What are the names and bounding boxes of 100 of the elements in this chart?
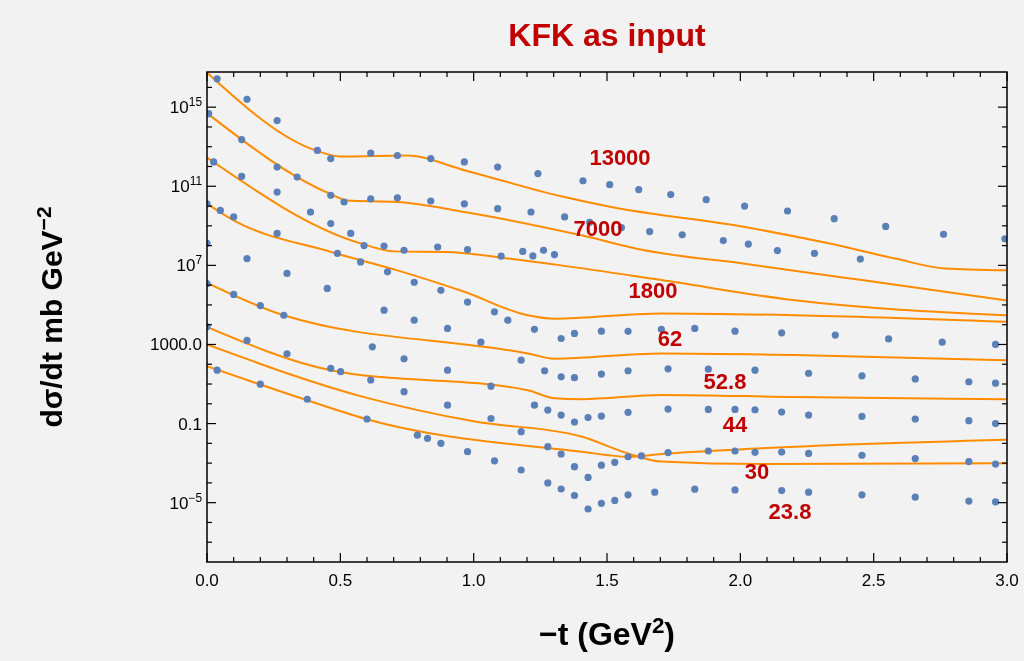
point (751, 366, 759, 374)
point (991, 460, 1000, 468)
point (965, 417, 973, 425)
point (691, 324, 699, 332)
point (778, 408, 786, 416)
point (597, 412, 605, 420)
point (624, 408, 632, 416)
point (635, 185, 643, 194)
point (327, 155, 335, 163)
y-tick-label: 0.1 (178, 414, 202, 434)
point (911, 375, 919, 383)
x-axis-title: −t (GeV$^{2}$) (538, 612, 676, 652)
point (557, 485, 565, 493)
point (210, 158, 218, 166)
point (230, 213, 238, 221)
point (273, 163, 281, 171)
y-tick-label: 10$^{11}$ (170, 174, 203, 197)
point (517, 466, 525, 474)
point (805, 488, 813, 496)
point (584, 505, 592, 513)
point (327, 364, 335, 372)
point (702, 196, 710, 204)
point (367, 376, 375, 384)
annotation: 23.8 (768, 498, 812, 524)
point (557, 334, 565, 343)
point (273, 188, 281, 196)
point (557, 450, 565, 458)
point (570, 374, 579, 382)
point (238, 135, 246, 144)
x-tick-label: 1.5 (595, 571, 619, 590)
point (517, 356, 525, 364)
point (584, 414, 592, 422)
point (831, 331, 839, 339)
point (691, 485, 699, 493)
point (858, 372, 866, 380)
point (704, 365, 712, 373)
point (805, 369, 813, 377)
point (460, 158, 468, 166)
chart-title: KFK as input (508, 17, 707, 53)
point (597, 499, 605, 507)
point (778, 486, 786, 495)
point (238, 172, 246, 180)
point (597, 461, 605, 469)
point (991, 379, 1000, 387)
y-tick-label: 10$^{15}$ (169, 95, 203, 118)
y-tick-label: 10$^{7}$ (176, 253, 203, 276)
point (410, 278, 418, 286)
point (383, 268, 392, 276)
point (597, 327, 605, 335)
point (427, 155, 435, 163)
point (529, 252, 537, 260)
point (882, 222, 890, 231)
point (494, 205, 502, 213)
point (293, 173, 301, 181)
point (443, 401, 452, 409)
point (570, 491, 579, 500)
point (530, 401, 539, 409)
point (400, 355, 408, 363)
point (393, 194, 401, 202)
point (991, 340, 1000, 349)
point (719, 236, 727, 245)
point (557, 411, 565, 419)
point (624, 453, 632, 461)
point (333, 249, 341, 258)
point (704, 405, 712, 414)
x-tick-label: 0.0 (195, 571, 219, 590)
point (858, 451, 866, 459)
point (243, 95, 251, 103)
point (460, 200, 468, 208)
point (550, 251, 559, 259)
point (731, 405, 739, 414)
point (557, 373, 565, 381)
point (965, 497, 973, 505)
point (490, 457, 499, 465)
point (323, 284, 331, 293)
point (606, 181, 614, 189)
point (463, 448, 472, 456)
point (778, 448, 786, 456)
point (393, 151, 401, 160)
point (504, 316, 512, 324)
annotation: 44 (722, 411, 748, 437)
point (380, 306, 388, 314)
point (651, 488, 659, 496)
point (477, 338, 485, 346)
point (965, 457, 973, 466)
x-tick-label: 1.0 (461, 571, 486, 590)
point (611, 496, 619, 505)
point (463, 245, 472, 254)
point (570, 329, 579, 338)
annotation: 62 (657, 325, 683, 351)
point (597, 370, 605, 378)
point (570, 463, 579, 471)
point (544, 443, 552, 451)
point (534, 169, 542, 178)
point (283, 350, 291, 358)
point (243, 336, 251, 345)
point (911, 454, 919, 463)
point (646, 228, 654, 236)
point (704, 447, 712, 455)
point (1001, 235, 1007, 243)
